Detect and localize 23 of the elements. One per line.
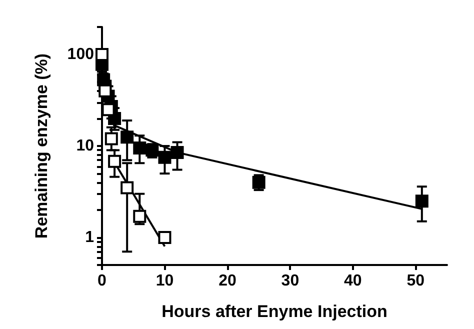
y-tick-label: 10 [76, 138, 94, 154]
point [98, 84, 112, 98]
point [252, 176, 266, 189]
point [158, 150, 172, 164]
y-axis-title: Remaining enzyme (%) [32, 53, 51, 239]
point [120, 130, 134, 144]
point [158, 230, 172, 244]
point [108, 154, 122, 168]
point [415, 194, 428, 208]
x-tick-label: 20 [218, 272, 236, 290]
point [133, 210, 146, 223]
x-axis-title: Hours after Enyme Injection [162, 302, 388, 321]
point [133, 142, 146, 155]
x-tick-label: 50 [406, 272, 425, 290]
y-tick-label: 1 [85, 228, 94, 246]
point [170, 146, 184, 159]
point [104, 132, 118, 146]
x-tick-label: 30 [281, 272, 300, 290]
x-tick-label: 40 [344, 272, 362, 290]
x-tick-label: 0 [98, 272, 107, 290]
x-tick-label: 10 [156, 272, 174, 290]
point [120, 181, 134, 194]
y-tick-label: 100 [67, 46, 94, 64]
